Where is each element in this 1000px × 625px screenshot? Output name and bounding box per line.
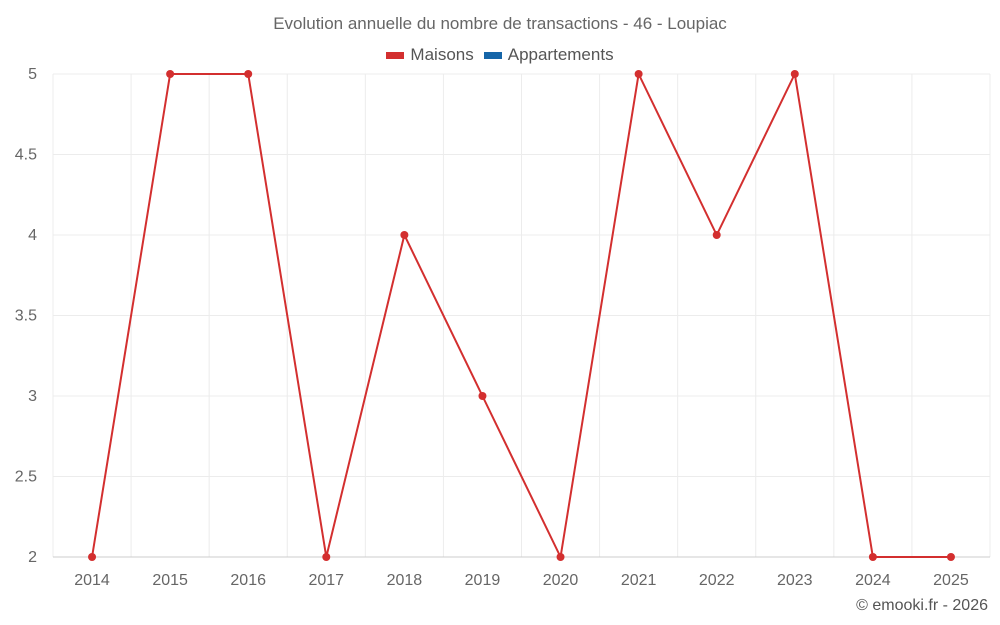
- data-point: [88, 553, 97, 561]
- y-tick-label: 3: [28, 388, 37, 405]
- data-point: [868, 553, 877, 561]
- legend-swatch-appartements: [483, 51, 502, 59]
- x-tick-label: 2014: [74, 572, 110, 589]
- y-tick-label: 2: [28, 549, 37, 566]
- y-tick-label: 4: [28, 227, 37, 244]
- series-line-maisons: [91, 70, 951, 561]
- legend-item-appartements[interactable]: Appartements: [483, 45, 614, 65]
- legend-label-appartements: Appartements: [507, 45, 614, 64]
- y-tick-label: 4.5: [15, 147, 37, 164]
- data-point: [946, 553, 955, 561]
- legend-label-maisons: Maisons: [410, 45, 474, 64]
- y-tick-label: 2.5: [15, 469, 37, 486]
- data-point: [244, 70, 253, 78]
- x-tick-label: 2020: [543, 572, 579, 589]
- x-tick-label: 2022: [699, 572, 735, 589]
- x-tick-label: 2017: [308, 572, 344, 589]
- x-tick-label: 2015: [152, 572, 188, 589]
- data-point: [712, 231, 721, 239]
- x-tick-label: 2023: [777, 572, 813, 589]
- data-point: [556, 553, 565, 561]
- chart-title: Evolution annuelle du nombre de transact…: [273, 14, 727, 33]
- data-point: [634, 70, 643, 78]
- x-tick-label: 2025: [933, 572, 969, 589]
- x-tick-label: 2018: [387, 572, 423, 589]
- data-point: [400, 231, 409, 239]
- legend: Maisons Appartements: [0, 45, 1000, 65]
- x-tick-label: 2019: [465, 572, 501, 589]
- data-point: [322, 553, 331, 561]
- credits: © emooki.fr - 2026: [856, 597, 988, 614]
- legend-swatch-maisons: [386, 51, 405, 59]
- legend-item-maisons[interactable]: Maisons: [386, 45, 474, 65]
- y-tick-label: 3.5: [15, 308, 37, 325]
- x-tick-label: 2021: [621, 572, 657, 589]
- data-point: [478, 392, 487, 400]
- x-tick-label: 2016: [230, 572, 266, 589]
- data-point: [790, 70, 799, 78]
- data-point: [166, 70, 175, 78]
- x-tick-label: 2024: [855, 572, 891, 589]
- y-tick-label: 5: [28, 66, 37, 83]
